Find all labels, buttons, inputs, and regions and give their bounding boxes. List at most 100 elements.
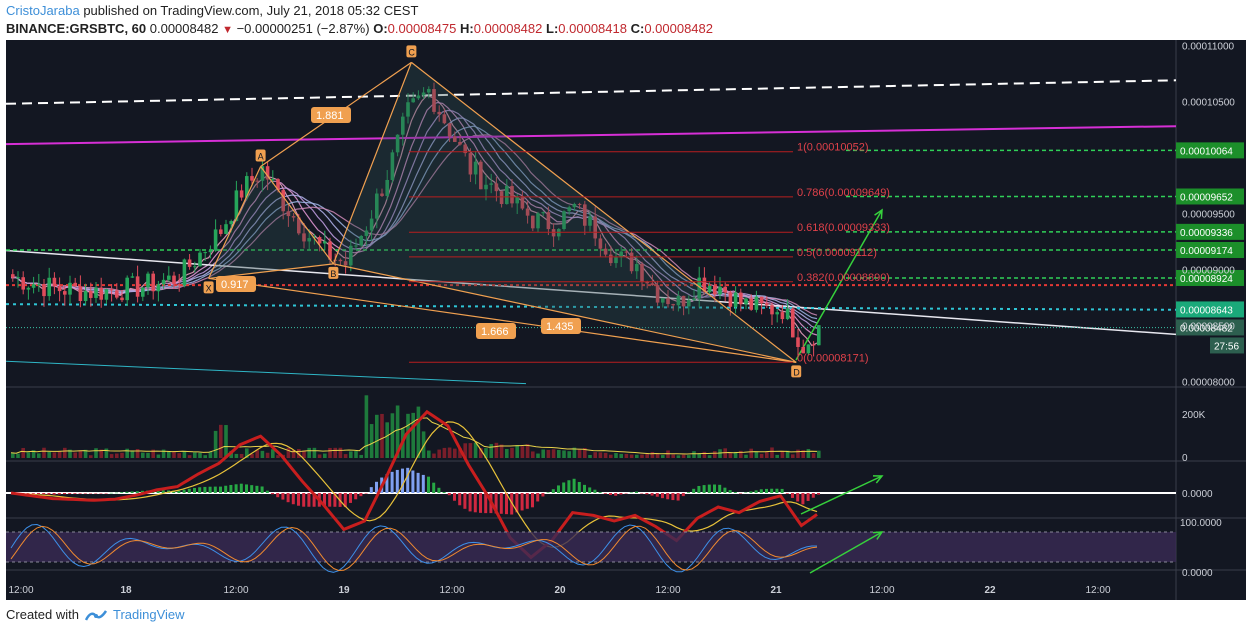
time-axis-label: 22 xyxy=(984,585,996,596)
candle-body xyxy=(385,179,389,196)
pattern-ratio-label: 0.917 xyxy=(221,279,249,291)
projection-arrow-line xyxy=(795,209,883,361)
tradingview-brand[interactable]: TradingView xyxy=(112,607,185,622)
candle-body xyxy=(213,229,218,251)
macd-histogram-bar xyxy=(754,490,758,493)
macd-histogram-bar xyxy=(156,490,160,493)
candle-body xyxy=(562,211,566,230)
trading-chart[interactable]: X A B C D 1.881 0.917 1.666 1.435 1(0.00010052) 0… xyxy=(6,40,1246,600)
volume-bar xyxy=(52,452,57,458)
volume-bar xyxy=(94,448,98,458)
time-axis-label: 12:00 xyxy=(1085,585,1110,596)
price-change: −0.00000251 (−2.87%) xyxy=(236,21,370,36)
volume-bar xyxy=(577,449,582,458)
macd-histogram-bar xyxy=(42,493,46,495)
volume-bar xyxy=(817,450,821,458)
volume-bar xyxy=(390,413,395,458)
price-axis-label: 0.00010500 xyxy=(1182,98,1235,109)
candle-body xyxy=(811,344,816,346)
macd-histogram-bar xyxy=(593,489,597,493)
candle-body xyxy=(141,287,145,297)
candle-body xyxy=(208,250,213,253)
volume-bar xyxy=(83,449,88,458)
macd-histogram-bar xyxy=(583,484,586,493)
macd-histogram-bar xyxy=(307,493,311,507)
macd-histogram-bar xyxy=(468,493,472,512)
candle-body xyxy=(11,274,15,278)
macd-histogram-bar xyxy=(692,488,696,493)
volume-bar xyxy=(239,453,244,458)
volume-bar xyxy=(323,453,327,458)
candle-body xyxy=(260,166,265,181)
volume-bar xyxy=(437,449,441,458)
stoch-k-line xyxy=(10,523,817,573)
candles xyxy=(11,82,821,357)
macd-histogram-bar xyxy=(291,493,295,505)
candle-body xyxy=(484,184,488,190)
price-tag-label: 0.00008482 xyxy=(1180,323,1233,334)
macd-histogram-bar xyxy=(624,493,628,494)
candle-body xyxy=(57,286,62,292)
candle-body xyxy=(255,180,259,182)
author-name[interactable]: CristoJaraba xyxy=(6,3,80,18)
macd-histogram-bar xyxy=(640,493,644,494)
macd-histogram-bar xyxy=(473,493,477,513)
projection-arrow-head xyxy=(872,475,884,484)
volume-bar xyxy=(562,450,566,458)
candle-body xyxy=(770,305,774,315)
candle-body xyxy=(198,252,202,267)
candle-body xyxy=(442,114,447,124)
candle-body xyxy=(541,212,545,214)
volume-bar xyxy=(588,454,592,458)
volume-bar xyxy=(250,453,254,458)
macd-histogram-bar xyxy=(271,493,274,495)
volume-axis-label: 200K xyxy=(1182,410,1206,421)
candle-body xyxy=(83,291,88,302)
close-value: 0.00008482 xyxy=(644,21,713,36)
volume-bar xyxy=(536,453,540,458)
pattern-ratio-badge xyxy=(311,107,351,123)
macd-histogram-bar xyxy=(416,472,420,493)
candle-body xyxy=(286,211,291,217)
macd-histogram-bar xyxy=(447,493,451,496)
volume-bar xyxy=(151,449,155,458)
volume-bar xyxy=(208,451,213,458)
volume-bar xyxy=(505,448,509,458)
candle-body xyxy=(99,287,103,300)
volume-bar xyxy=(551,449,556,458)
candle-body xyxy=(687,300,691,307)
candle-body xyxy=(182,259,187,286)
candle-body xyxy=(671,304,675,306)
volume-bar xyxy=(687,455,691,458)
candle-body xyxy=(796,337,800,347)
macd-histogram-bar xyxy=(219,486,222,493)
low-value: 0.00008418 xyxy=(558,21,627,36)
macd-histogram-bar xyxy=(463,493,467,509)
volume-bar xyxy=(411,412,415,458)
high-value: 0.00008482 xyxy=(473,21,543,36)
volume-bar xyxy=(442,447,447,458)
price-tag xyxy=(1176,223,1244,240)
volume-bar xyxy=(328,447,332,458)
volume-bar xyxy=(520,446,525,458)
candle-body xyxy=(468,153,473,175)
volume-bar xyxy=(16,453,20,458)
macd-histogram-bar xyxy=(770,488,774,493)
macd-histogram-bar xyxy=(83,493,87,494)
xabcd-pattern: X A B C D 1.881 0.917 1.666 1.435 xyxy=(203,45,802,378)
price-tag xyxy=(1176,269,1244,286)
volume-bar xyxy=(224,425,228,458)
volume-bar xyxy=(375,414,379,458)
volume-bar xyxy=(193,452,197,458)
macd-histogram-bar xyxy=(437,487,441,493)
projection-arrow-line xyxy=(809,531,883,574)
macd-histogram-bar xyxy=(796,493,800,502)
price-tag-label: 0.00010064 xyxy=(1180,146,1233,157)
volume-bar xyxy=(380,413,384,458)
macd-histogram-bar xyxy=(120,492,124,493)
macd-histogram-bar xyxy=(536,493,540,502)
macd-histogram-bar xyxy=(281,493,285,500)
candle-body xyxy=(416,95,421,99)
macd-histogram-bar xyxy=(57,493,61,495)
macd-histogram-bar xyxy=(47,493,51,495)
